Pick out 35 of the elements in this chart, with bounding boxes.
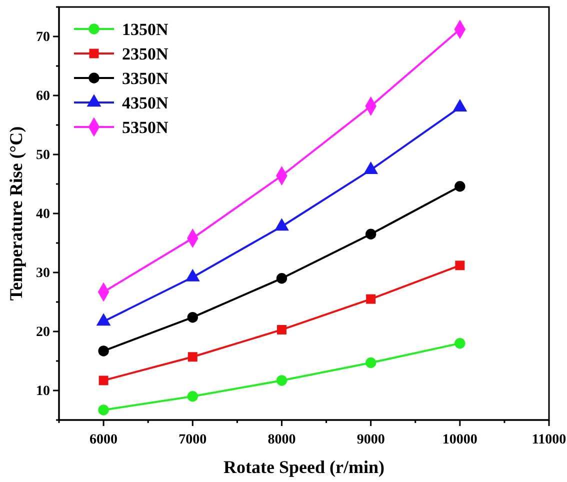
legend-label: 3350N xyxy=(122,69,169,88)
point xyxy=(98,376,108,386)
point xyxy=(366,294,376,304)
x-tick-label: 7000 xyxy=(178,432,207,448)
y-tick-label: 10 xyxy=(36,384,50,399)
point xyxy=(365,228,376,240)
legend-label: 4350N xyxy=(122,94,169,112)
x-tick-label: 10000 xyxy=(442,432,478,448)
point xyxy=(454,338,466,349)
point xyxy=(188,352,198,362)
point xyxy=(187,312,198,323)
point xyxy=(276,324,286,334)
point xyxy=(98,404,109,416)
legend-label: 2350N xyxy=(122,44,169,64)
y-axis-title: Temperature Rise (°C) xyxy=(6,126,26,301)
point xyxy=(276,273,288,284)
point xyxy=(187,391,198,402)
y-tick-label: 20 xyxy=(36,324,50,340)
y-tick-label: 70 xyxy=(36,30,50,45)
y-tick-label: 50 xyxy=(36,148,50,163)
y-tick-label: 60 xyxy=(36,88,50,104)
x-axis-title: Rotate Speed (r/min) xyxy=(224,457,384,477)
x-tick-label: 6000 xyxy=(90,432,118,448)
x-tick-label: 8000 xyxy=(268,432,296,448)
y-tick-label: 30 xyxy=(36,266,50,281)
y-tick-label: 40 xyxy=(36,206,50,222)
x-tick-label: 11000 xyxy=(532,432,566,448)
point xyxy=(98,346,109,356)
legend-label: 1350N xyxy=(122,20,169,39)
legend-label: 5350N xyxy=(122,118,169,137)
point xyxy=(276,375,288,386)
point xyxy=(455,260,465,270)
point xyxy=(454,181,466,192)
x-tick-label: 9000 xyxy=(356,432,385,448)
point xyxy=(365,357,376,368)
